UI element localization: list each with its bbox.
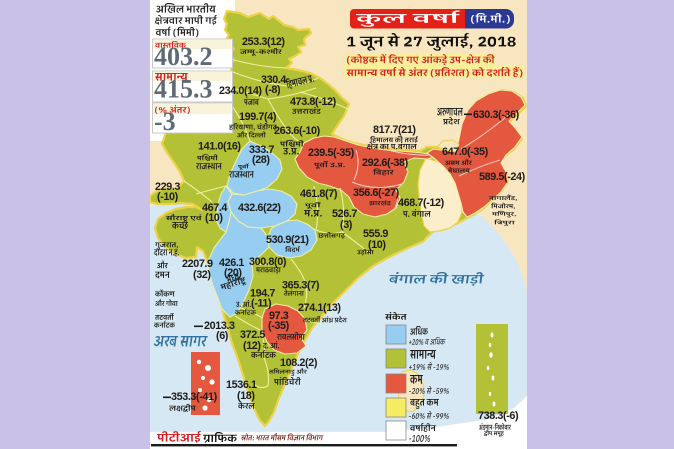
svg-text:738.3(-6): 738.3(-6): [478, 410, 519, 422]
svg-text:356.6(-27): 356.6(-27): [353, 187, 400, 199]
svg-text:(-10): (-10): [157, 191, 179, 203]
svg-text:555.9: 555.9: [363, 228, 388, 240]
svg-text:(-35): (-35): [268, 320, 290, 332]
svg-text:426.1: 426.1: [219, 257, 244, 269]
svg-text:300.8(0): 300.8(0): [249, 256, 287, 268]
svg-text:403.2: 403.2: [154, 42, 213, 71]
svg-text:2013.3: 2013.3: [204, 320, 235, 332]
svg-text:253.3(12): 253.3(12): [242, 36, 285, 48]
svg-text:(3): (3): [340, 219, 353, 231]
svg-text:234.0(14): 234.0(14): [219, 85, 262, 97]
svg-text:333.7: 333.7: [249, 144, 274, 156]
svg-text:-3: -3: [154, 107, 176, 136]
svg-text:432.6(22): 432.6(22): [238, 202, 281, 214]
svg-text:1536.1: 1536.1: [226, 379, 257, 391]
svg-text:415.3: 415.3: [154, 75, 213, 104]
svg-text:274.1(13): 274.1(13): [298, 302, 341, 314]
svg-text:365.3(7): 365.3(7): [282, 279, 320, 291]
svg-text:194.7: 194.7: [250, 287, 275, 299]
svg-text:353.3(-41): 353.3(-41): [171, 391, 218, 403]
svg-text:372.5: 372.5: [240, 329, 265, 341]
svg-text:2207.9: 2207.9: [182, 258, 213, 270]
svg-text:589.5(-24): 589.5(-24): [479, 171, 526, 183]
svg-text:468.7(-12): 468.7(-12): [398, 197, 445, 209]
svg-text:141.0(16): 141.0(16): [198, 141, 241, 153]
svg-text:(18): (18): [237, 390, 255, 402]
svg-text:239.5(-35): 239.5(-35): [308, 147, 355, 159]
svg-text:292.6(-38): 292.6(-38): [362, 157, 409, 169]
svg-text:461.8(7): 461.8(7): [300, 188, 338, 200]
svg-text:(28): (28): [252, 154, 270, 166]
svg-text:467.4: 467.4: [202, 202, 227, 214]
svg-text:108.2(2): 108.2(2): [280, 357, 318, 369]
svg-text:473.8(-12): 473.8(-12): [290, 96, 337, 108]
svg-text:97.3: 97.3: [269, 310, 289, 322]
svg-text:(-11): (-11): [251, 297, 272, 309]
svg-text:(12): (12): [243, 340, 261, 352]
svg-text:630.3(-36): 630.3(-36): [473, 109, 520, 121]
svg-text:(6): (6): [216, 330, 229, 342]
svg-text:199.7(4): 199.7(4): [239, 111, 277, 123]
svg-text:(10): (10): [205, 212, 223, 224]
svg-text:647.0(-35): 647.0(-35): [442, 146, 489, 158]
svg-text:526.7: 526.7: [332, 208, 357, 220]
svg-text:530.9(21): 530.9(21): [266, 234, 309, 246]
svg-text:263.6(-10): 263.6(-10): [274, 125, 321, 137]
svg-text:(10): (10): [368, 239, 386, 251]
svg-text:229.3: 229.3: [155, 181, 180, 193]
svg-text:817.7(21): 817.7(21): [373, 124, 416, 136]
svg-text:(-8): (-8): [265, 84, 281, 96]
svg-text:(32): (32): [193, 269, 211, 281]
svg-text:330.4: 330.4: [261, 74, 286, 86]
